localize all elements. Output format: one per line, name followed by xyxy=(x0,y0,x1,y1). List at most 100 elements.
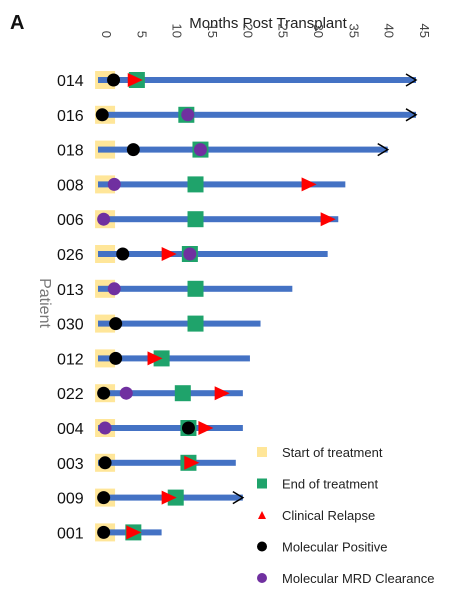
molecular-clearance-marker xyxy=(98,421,112,435)
duration-bar xyxy=(98,181,346,188)
patient-label: 016 xyxy=(57,108,84,125)
molecular-clearance-marker xyxy=(97,212,111,226)
molecular-positive-marker xyxy=(126,143,140,157)
patient-label: 030 xyxy=(57,317,84,334)
molecular-clearance-marker xyxy=(193,143,207,157)
clinical-relapse-marker xyxy=(161,490,177,505)
molecular-positive-marker xyxy=(181,421,195,435)
patient-row: 004 xyxy=(57,419,243,438)
x-tick-label: 5 xyxy=(134,31,149,38)
clinical-relapse-marker xyxy=(214,386,230,401)
molecular-positive-marker xyxy=(109,351,123,365)
patient-row: 013 xyxy=(57,279,293,299)
legend-swatch xyxy=(257,478,267,489)
duration-bar xyxy=(98,111,416,118)
molecular-clearance-marker xyxy=(181,108,195,122)
patient-label: 006 xyxy=(57,212,84,229)
patient-label: 013 xyxy=(57,282,84,299)
x-tick-label: 15 xyxy=(205,24,220,38)
x-tick-label: 10 xyxy=(170,24,185,38)
patient-row: 008 xyxy=(57,175,346,194)
x-tick-label: 0 xyxy=(99,31,114,38)
molecular-clearance-marker xyxy=(183,247,197,261)
end-treatment-marker xyxy=(174,385,191,402)
ongoing-arrow xyxy=(405,108,418,122)
molecular-clearance-marker xyxy=(119,386,133,400)
duration-bar xyxy=(98,390,243,397)
molecular-positive-marker xyxy=(98,456,112,470)
end-treatment-marker xyxy=(187,315,204,332)
clinical-relapse-marker xyxy=(301,177,317,192)
duration-bar xyxy=(98,425,243,431)
molecular-positive-marker xyxy=(95,108,109,122)
legend-swatch xyxy=(257,573,267,583)
legend-item: End of treatment xyxy=(257,477,378,492)
legend-label: Clinical Relapse xyxy=(282,508,375,523)
patient-label: 001 xyxy=(57,525,84,542)
molecular-positive-marker xyxy=(97,386,111,400)
ongoing-arrow xyxy=(232,490,245,505)
patient-row: 009 xyxy=(57,488,245,508)
molecular-positive-marker xyxy=(109,317,123,331)
legend-item: Molecular MRD Clearance xyxy=(257,571,434,586)
y-axis-title: Patient xyxy=(36,278,53,328)
clinical-relapse-marker xyxy=(184,455,200,470)
legend-swatch xyxy=(257,447,267,457)
molecular-positive-marker xyxy=(107,73,121,87)
patient-row: 001 xyxy=(57,523,162,542)
x-axis-title: Months Post Transplant xyxy=(189,15,347,32)
patient-row: 016 xyxy=(57,105,418,125)
patient-row: 030 xyxy=(57,314,261,334)
duration-bar xyxy=(98,77,416,83)
duration-bar xyxy=(98,320,261,327)
molecular-positive-marker xyxy=(97,491,111,505)
duration-bar xyxy=(98,251,328,257)
panel-label: A xyxy=(10,12,24,34)
legend-label: Molecular MRD Clearance xyxy=(282,571,434,586)
patient-label: 018 xyxy=(57,143,84,160)
legend-label: End of treatment xyxy=(282,477,378,492)
patient-label: 012 xyxy=(57,351,84,368)
ongoing-arrow xyxy=(405,73,418,87)
patient-label: 022 xyxy=(57,386,84,403)
x-tick-label: 25 xyxy=(276,24,291,38)
legend: Start of treatment End of treatment Clinic… xyxy=(257,445,434,586)
patient-label: 004 xyxy=(57,421,84,438)
x-tick-label: 45 xyxy=(417,24,432,38)
legend-label: Molecular Positive xyxy=(282,540,388,555)
x-tick-label: 20 xyxy=(240,24,255,38)
legend-item: Start of treatment xyxy=(257,445,383,460)
molecular-clearance-marker xyxy=(107,282,121,296)
patient-row: 003 xyxy=(57,453,236,473)
end-treatment-marker xyxy=(187,176,204,193)
patient-row: 014 xyxy=(57,71,418,90)
patient-label: 014 xyxy=(57,73,84,90)
legend-label: Start of treatment xyxy=(282,445,383,460)
patient-row: 018 xyxy=(57,140,390,160)
end-treatment-marker xyxy=(187,211,204,228)
molecular-positive-marker xyxy=(97,525,111,539)
clinical-relapse-marker xyxy=(161,247,177,261)
patient-label: 009 xyxy=(57,491,84,508)
clinical-relapse-marker xyxy=(127,73,143,87)
clinical-relapse-marker xyxy=(198,421,214,435)
duration-bar xyxy=(98,216,339,223)
molecular-clearance-marker xyxy=(107,177,121,191)
x-tick-label: 30 xyxy=(311,24,326,38)
patient-row: 006 xyxy=(57,210,339,229)
duration-bar xyxy=(98,355,250,362)
patient-label: 026 xyxy=(57,247,84,264)
legend-item: Clinical Relapse xyxy=(258,508,375,523)
legend-swatch xyxy=(258,511,266,519)
x-axis-ticks: 0 5 10 15 20 25 30 35 40 45 xyxy=(99,24,432,38)
x-tick-label: 35 xyxy=(346,24,361,38)
duration-bar xyxy=(98,146,388,153)
clinical-relapse-marker xyxy=(147,351,163,366)
ongoing-arrow xyxy=(377,142,390,157)
clinical-relapse-marker xyxy=(126,525,142,540)
duration-bar xyxy=(98,459,236,466)
end-treatment-marker xyxy=(187,280,204,297)
patient-label: 003 xyxy=(57,456,84,473)
legend-swatch xyxy=(257,541,267,552)
